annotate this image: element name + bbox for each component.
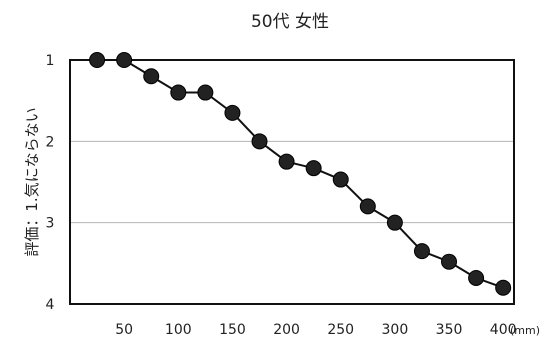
x-tick-label-200: 200 <box>273 322 300 338</box>
data-point-325 <box>413 243 430 260</box>
data-point-400 <box>495 279 512 296</box>
y-axis-label: 評価：1.気にならない <box>23 107 41 256</box>
data-point-75 <box>143 68 160 85</box>
data-point-300 <box>386 214 403 231</box>
x-tick-label-100: 100 <box>165 322 192 338</box>
series-layer <box>89 52 512 296</box>
x-tick-label-250: 250 <box>327 322 354 338</box>
series-0-line <box>97 59 504 289</box>
data-point-125 <box>197 84 214 101</box>
data-point-250 <box>332 171 349 188</box>
y-tick-label-2: 2 <box>46 134 55 150</box>
y-tick-label-1: 1 <box>46 53 55 69</box>
plot-border <box>69 59 515 305</box>
data-point-175 <box>251 133 268 150</box>
tick-labels: 1 2 3 4 50 100 150 200 250 300 350 400 <box>46 53 517 338</box>
data-point-150 <box>224 104 241 121</box>
data-point-25 <box>89 52 106 68</box>
data-point-225 <box>305 160 322 177</box>
data-point-375 <box>468 269 485 286</box>
x-tick-label-50: 50 <box>115 322 133 338</box>
data-point-50 <box>116 52 133 68</box>
data-point-100 <box>170 84 187 101</box>
data-point-275 <box>359 198 376 215</box>
data-point-200 <box>278 153 295 170</box>
data-point-350 <box>441 253 458 270</box>
y-tick-label-4: 4 <box>46 297 55 313</box>
chart-title: 50代 女性 <box>251 12 329 32</box>
x-tick-label-300: 300 <box>382 322 409 338</box>
x-tick-label-150: 150 <box>219 322 246 338</box>
x-axis-unit-label: (mm) <box>510 324 540 337</box>
grid-lines <box>70 140 514 224</box>
y-tick-label-3: 3 <box>46 216 55 232</box>
plot-frame <box>69 59 515 305</box>
x-tick-label-400: 400 <box>490 322 517 338</box>
x-tick-label-350: 350 <box>436 322 463 338</box>
